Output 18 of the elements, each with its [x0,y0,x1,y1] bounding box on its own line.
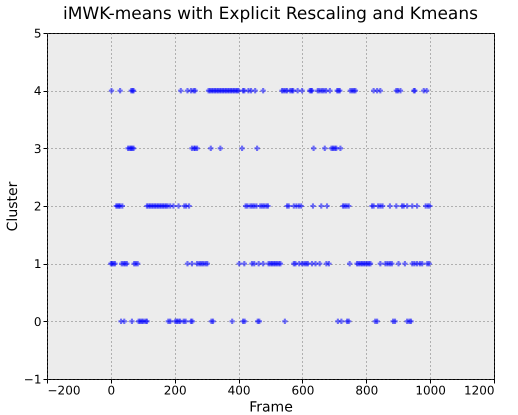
x-tick-label: 1000 [415,384,446,398]
y-tick-label: 4 [34,84,42,98]
y-tick-label: 2 [34,200,42,214]
x-tick-label: −200 [48,384,80,398]
x-tick-label: 200 [164,384,187,398]
x-tick-label: 800 [355,384,378,398]
y-tick-label: 1 [34,257,42,272]
y-tick-label: 5 [34,26,42,40]
chart-title: iMWK-means with Explicit Rescaling and Kmeans [63,4,478,24]
y-tick-label: 0 [34,314,42,329]
y-axis-title: Cluster [4,181,21,232]
x-tick-label: 600 [291,384,314,398]
y-tick-label: −1 [24,372,42,386]
x-tick-label: 0 [108,384,116,398]
x-axis-title: Frame [249,400,293,415]
x-tick-label: 1200 [464,384,494,398]
x-tick-label: 400 [228,384,251,398]
y-tick-label: 3 [34,142,42,156]
